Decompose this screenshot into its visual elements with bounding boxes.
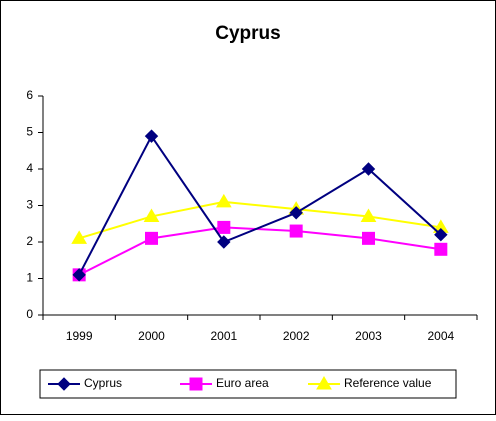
y-tick-label: 1 — [26, 271, 33, 285]
series-line — [78, 226, 441, 276]
data-point — [434, 242, 448, 256]
series-line — [78, 134, 442, 276]
data-point — [217, 220, 231, 234]
data-point — [144, 129, 159, 143]
x-tick-label: 1999 — [66, 329, 93, 343]
x-tick-label: 2003 — [355, 329, 382, 343]
y-tick-label: 4 — [26, 161, 33, 175]
data-point — [71, 230, 88, 244]
x-tick-label: 2000 — [138, 329, 165, 343]
data-point — [289, 224, 303, 238]
legend-marker — [316, 376, 332, 390]
y-tick-label: 3 — [26, 198, 33, 212]
data-point — [362, 231, 375, 245]
y-tick-label: 2 — [26, 234, 33, 248]
x-tick-label: 2004 — [427, 329, 454, 343]
legend-label: Cyprus — [84, 376, 122, 390]
legend-box — [39, 369, 457, 399]
legend-marker — [57, 377, 71, 391]
x-tick-label: 2001 — [210, 329, 237, 343]
series-line — [78, 200, 441, 240]
data-point — [145, 231, 158, 245]
y-tick-label: 6 — [26, 88, 33, 102]
data-point — [434, 227, 448, 242]
data-point — [143, 208, 160, 222]
legend-marker — [189, 377, 203, 391]
y-tick-label: 5 — [26, 125, 33, 139]
data-point — [361, 162, 376, 176]
legend-label: Euro area — [216, 376, 269, 390]
data-point — [72, 268, 86, 282]
data-point — [289, 206, 303, 220]
x-tick-label: 2002 — [283, 329, 310, 343]
data-point — [217, 235, 231, 249]
data-point — [360, 208, 377, 222]
data-point — [215, 193, 232, 208]
y-tick-label: 0 — [26, 307, 33, 321]
legend-label: Reference value — [344, 376, 432, 390]
chart-title: Cyprus — [215, 23, 280, 44]
